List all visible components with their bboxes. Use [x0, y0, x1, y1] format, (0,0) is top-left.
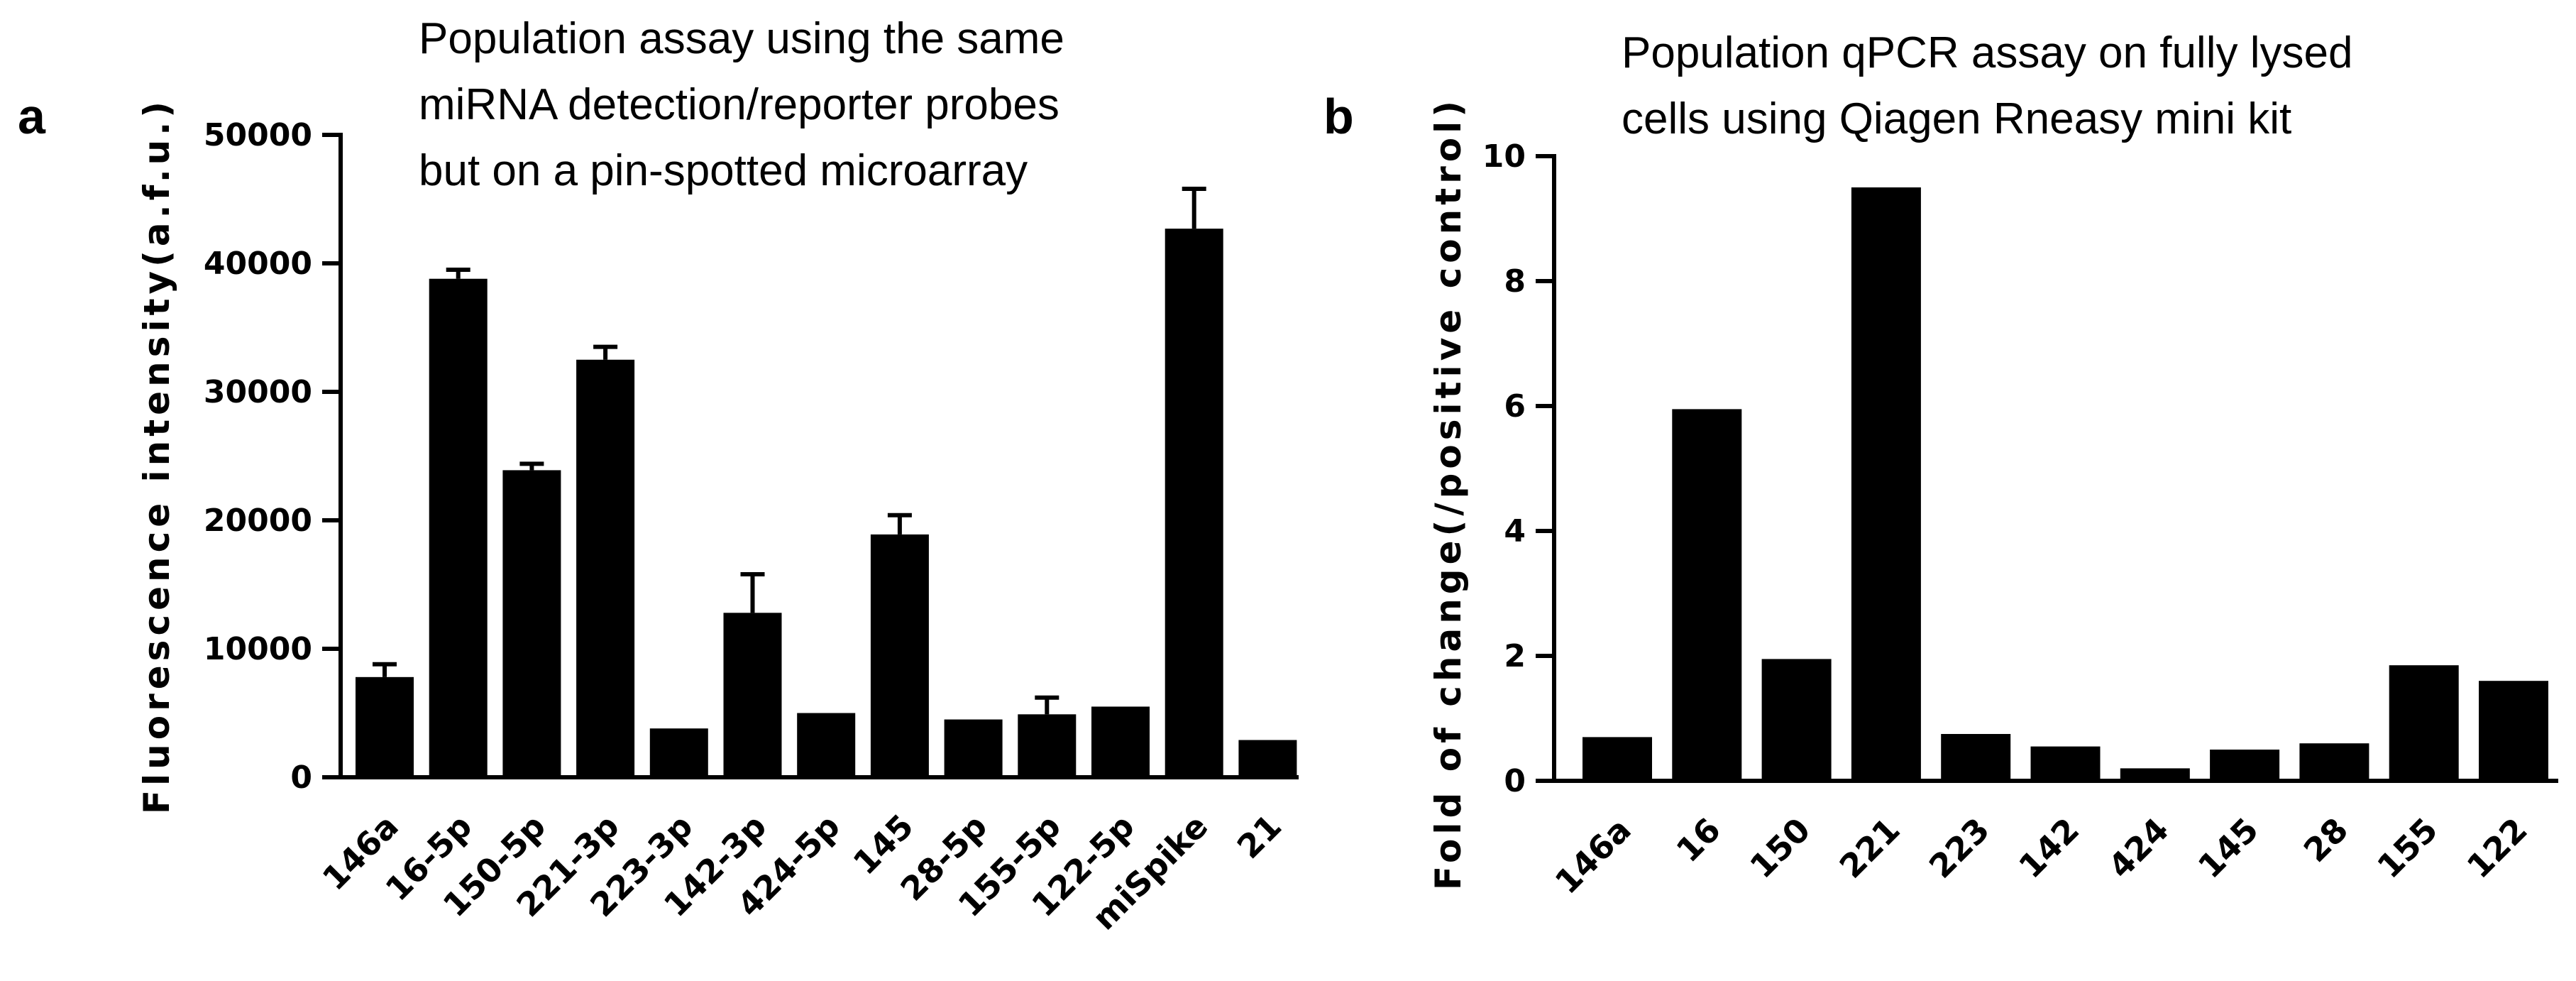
panel-b-bar	[1761, 659, 1832, 781]
panel-b-category-label: 221	[1832, 811, 1908, 886]
panel-b-category-label: 145	[2191, 811, 2266, 886]
panel-b-category-label: 150	[1742, 811, 1817, 886]
panel-a-title-line-1: Population assay using the same	[419, 14, 1064, 63]
panel-b-y-tick-label: 2	[1504, 638, 1526, 674]
panel-a-bar	[797, 713, 856, 777]
panel-b-bar	[1851, 187, 1921, 781]
panel-a-title-line-2: miRNA detection/reporter probes	[419, 80, 1059, 129]
panel-b-plot: 0 2 4 6 8 10 146a 16 150 221 223 142 424 145 28 155 122	[1482, 138, 2558, 901]
panel-b-y-tick-label: 4	[1504, 513, 1526, 549]
panel-b-category-label: 146a	[1548, 811, 1639, 901]
panel-a-y-tick-label: 10000	[204, 631, 312, 667]
panel-b-y-tick-label: 8	[1504, 263, 1526, 300]
panel-a-category-label: 21	[1230, 807, 1289, 866]
panel-b-category-label: 28	[2296, 811, 2355, 870]
panel-a-y-tick-label: 50000	[204, 117, 312, 153]
panel-letter-b: b	[1323, 89, 1354, 144]
panel-a-plot: 01000020000300004000050000146a16-5p150-5…	[204, 117, 1299, 938]
panel-b-category-label: 424	[2101, 811, 2176, 886]
panel-b-category-label: 223	[1922, 811, 1997, 886]
panel-a-y-tick-label: 40000	[204, 246, 312, 282]
panel-a-bar	[649, 728, 708, 777]
panel-a-y-tick-label: 20000	[204, 503, 312, 539]
panel-a-bar	[1238, 740, 1297, 777]
panel-a-bar	[576, 359, 635, 777]
panel-b-category-label: 16	[1669, 811, 1728, 870]
panel-b-y-tick-label: 6	[1504, 388, 1526, 424]
panel-a-bar	[1165, 229, 1223, 777]
panel-a-y-tick-label: 30000	[204, 374, 312, 410]
panel-b-bar	[2120, 768, 2190, 781]
panel-b-category-label: 142	[2011, 811, 2086, 886]
panel-b-category-label: 155	[2369, 811, 2445, 886]
panel-b-bar	[2030, 746, 2101, 781]
panel-letter-a: a	[18, 89, 46, 144]
panel-a-y-tick-label: 0	[290, 760, 312, 796]
panel-a-title-line-3: but on a pin-spotted microarray	[419, 146, 1028, 195]
panel-b-bar	[2299, 743, 2369, 781]
panel-a-bar	[356, 676, 414, 777]
panel-a-bar	[870, 534, 929, 777]
panel-b-category-label: 122	[2460, 811, 2535, 886]
panel-b-bar	[2389, 665, 2459, 781]
panel-b-bar	[1583, 737, 1652, 781]
panel-b-bar	[2479, 681, 2548, 781]
panel-a-bar	[1018, 714, 1077, 777]
panel-b-y-axis-label: Fold of change(/positive control)	[1428, 97, 1469, 890]
panel-b-y-tick-label: 10	[1482, 138, 1526, 175]
panel-b-title-line-2: cells using Qiagen Rneasy mini kit	[1622, 94, 2291, 143]
panel-a-bar	[1091, 706, 1150, 777]
panel-b-bar	[1941, 734, 2011, 781]
panel-b-bar	[1672, 409, 1742, 781]
panel-b-bar	[2210, 750, 2280, 781]
panel-a-bar	[502, 470, 561, 777]
panel-a-bar	[429, 278, 488, 778]
panel-a-bar	[944, 719, 1003, 777]
panel-b-y-tick-label: 0	[1504, 763, 1526, 799]
panel-a-bar	[723, 613, 782, 777]
panel-b-title-line-1: Population qPCR assay on fully lysed	[1622, 28, 2352, 77]
panel-a-y-axis-label: Fluorescence intensity(a.f.u.)	[136, 97, 177, 814]
